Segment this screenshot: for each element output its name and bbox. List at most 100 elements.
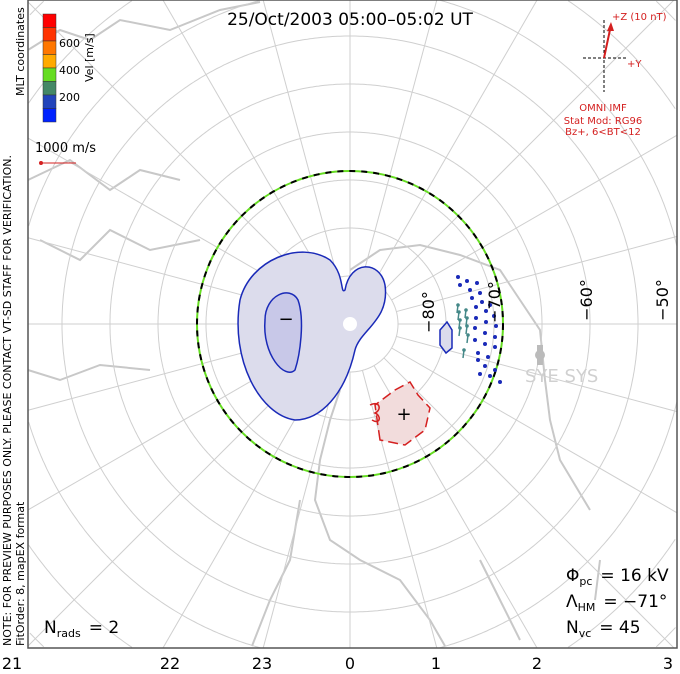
mlt-meridian (383, 357, 675, 649)
velocity-vector (474, 316, 478, 320)
latitude-ring (28, 0, 676, 648)
mlt-meridian (27, 1, 317, 291)
colorbar-swatch (42, 40, 57, 55)
small-blue-contour (439, 320, 453, 355)
svg-text:Nvc= 45: Nvc = 45 (566, 618, 641, 640)
station-marker (535, 345, 545, 365)
lat-label-50: −50° (653, 279, 672, 321)
preview-note: NOTE: FOR PREVIEW PURPOSES ONLY. PLEASE … (1, 155, 14, 646)
velocity-vector (478, 291, 482, 295)
lat-label-60: −60° (577, 279, 596, 321)
colorbar-swatch (42, 54, 57, 69)
negative-potential-contour-inner (264, 292, 303, 373)
velocity-vector (475, 281, 479, 285)
colorbar-tick-400: 400 (59, 64, 80, 77)
velocity-vector (488, 303, 492, 307)
velocity-vector (484, 320, 488, 324)
velocity-vector (486, 355, 490, 359)
velocity-vector (470, 296, 474, 300)
mlt-label-22: 22 (160, 654, 180, 673)
stat-mod: Stat Mod: RG96 (564, 116, 643, 127)
velocity-vector-origin (465, 316, 469, 320)
imf-condition: Bz+, 6<BT<12 (565, 127, 641, 138)
velocity-vector (474, 305, 478, 309)
colorbar-swatch (42, 13, 57, 28)
nrads-value: = 2 (89, 618, 119, 638)
mlt-label-23: 23 (252, 654, 272, 673)
colorbar-tick-200: 200 (59, 91, 80, 104)
positive-potential-contour (374, 381, 431, 446)
imf-clock (583, 20, 627, 92)
velocity-vector (473, 326, 477, 330)
lambda-hm-value: = −71° (603, 592, 667, 612)
phi-pc-symbol: Φ (566, 566, 579, 586)
velocity-colorbar (42, 13, 57, 123)
latitude-ring (29, 0, 676, 648)
mlt-meridian (361, 370, 438, 649)
mlt-meridian (391, 134, 678, 301)
lat-label-70: −70° (485, 281, 504, 323)
potential-min-marker: − (278, 309, 293, 330)
colorbar-label: Vel [m/s] (83, 33, 96, 82)
velocity-vector-origin (458, 326, 462, 330)
mlt-meridian (396, 235, 678, 313)
mlt-axis: 21 22 23 0 1 2 3 (2, 654, 673, 673)
svg-text:Φpc= 16 kV: Φpc = 16 kV (566, 566, 669, 588)
velocity-vector (456, 275, 460, 279)
potential-max-marker: + (396, 404, 411, 425)
svg-text:ΛHM= −71°: ΛHM = −71° (566, 592, 667, 614)
plot-frame (27, 0, 678, 649)
hmb-dashed (196, 170, 504, 478)
velocity-vector-origin (465, 324, 469, 328)
colorbar-swatch (42, 94, 57, 109)
velocity-vector (483, 364, 487, 368)
colorbar-tick-600: 600 (59, 37, 80, 50)
mlt-label-1: 1 (431, 654, 441, 673)
phi-pc-value: = 16 kV (600, 566, 669, 586)
velocity-vector (498, 380, 502, 384)
mlt-label-3: 3 (663, 654, 673, 673)
mlt-meridian (391, 347, 678, 514)
station-label: SYE SYS (525, 366, 598, 387)
velocity-vector-origin (457, 310, 461, 314)
map-title: 25/Oct/2003 05:00–05:02 UT (227, 10, 473, 30)
nvc-subscript: vc (579, 627, 592, 640)
velocity-vector (476, 358, 480, 362)
velocity-vector (494, 324, 498, 328)
velocity-vector (484, 309, 488, 313)
velocity-vector (493, 335, 497, 339)
mlt-meridian (373, 0, 538, 283)
mlt-meridian (262, 370, 339, 649)
velocity-vector (493, 368, 497, 372)
mlt-meridian (383, 0, 675, 291)
velocity-vector (478, 372, 482, 376)
red-contour-fragment (369, 402, 380, 423)
fit-order-note: FitOrder: 8, mapEX format (14, 501, 27, 646)
mlt-meridian (162, 0, 327, 283)
mlt-label-2: 2 (532, 654, 542, 673)
velocity-vector-origin (458, 318, 462, 322)
mlt-meridian (361, 0, 438, 278)
lambda-hm-symbol: Λ (566, 592, 578, 612)
nvc-value: = 45 (599, 618, 640, 638)
velocity-vector (480, 300, 484, 304)
velocity-vector (473, 338, 477, 342)
stats-block: Φpc = 16 kV ΛHM = −71° Nvc = 45 Nrads = 2 (44, 566, 669, 640)
phi-pc-subscript: pc (579, 575, 592, 588)
colorbar-swatch (42, 108, 57, 123)
velocity-vector (493, 345, 497, 349)
velocity-vector (458, 283, 462, 287)
mlt-meridian (262, 0, 339, 278)
nrads-subscript: rads (57, 627, 81, 640)
svg-text:Nrads= 2: Nrads = 2 (44, 618, 119, 640)
velocity-vector (476, 351, 480, 355)
imf-y-label: +Y (627, 59, 642, 70)
nrads-symbol: N (44, 618, 57, 638)
velocity-vector (488, 374, 492, 378)
colorbar-swatch (42, 27, 57, 42)
magnetic-pole-marker (343, 317, 357, 331)
colorbar-swatch (42, 81, 57, 96)
velocity-vector (465, 279, 469, 283)
colorbar-swatch (42, 67, 57, 82)
